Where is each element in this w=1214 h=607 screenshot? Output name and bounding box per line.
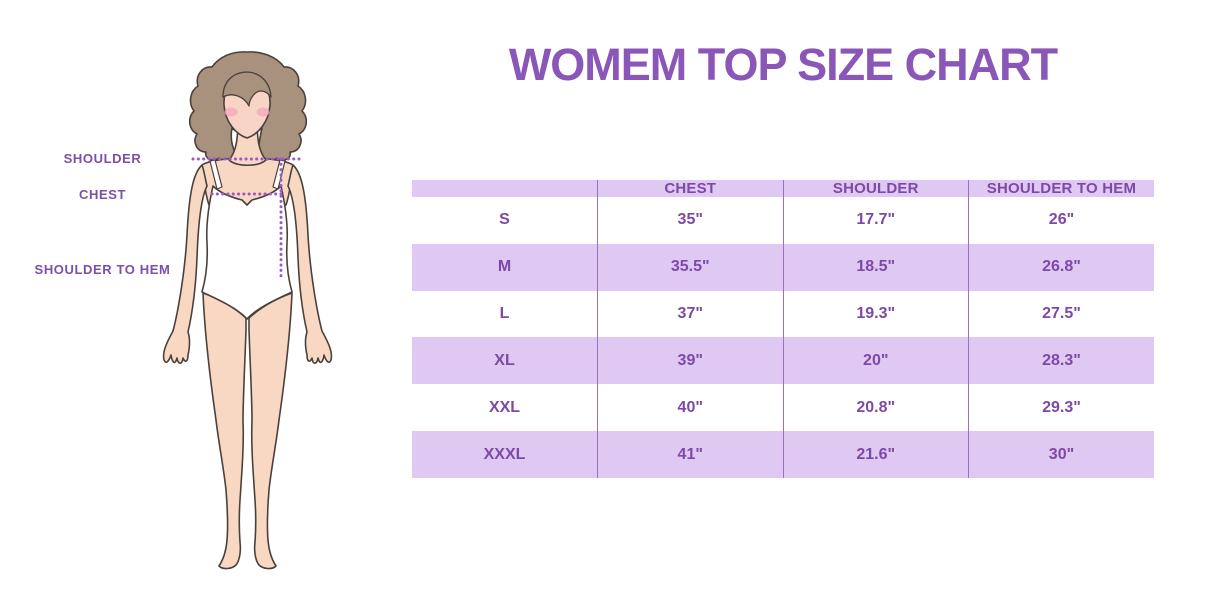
size-cell: S bbox=[499, 211, 510, 229]
right-leg-shape bbox=[248, 292, 293, 570]
chest-cell: 39" bbox=[597, 337, 783, 385]
col-header-chest: CHEST bbox=[597, 180, 783, 197]
table-row-l: L 37" 19.3" 27.5" bbox=[412, 290, 1154, 338]
left-blush bbox=[224, 107, 238, 117]
shoulder-to-hem-cell: 27.5" bbox=[968, 290, 1154, 338]
chest-label: CHEST bbox=[78, 187, 127, 202]
chest-cell: 40" bbox=[597, 384, 783, 432]
woman-figure-illustration bbox=[162, 51, 333, 570]
shoulder-to-hem-cell: 26.8" bbox=[968, 243, 1154, 291]
size-cell: M bbox=[497, 258, 512, 276]
size-cell: XL bbox=[494, 351, 515, 369]
shoulder-label: SHOULDER bbox=[63, 151, 142, 166]
size-cell: XXL bbox=[488, 398, 521, 416]
leotard-shape bbox=[201, 185, 293, 320]
right-blush bbox=[256, 107, 270, 117]
size-table: CHEST SHOULDER SHOULDER TO HEM S 35" 17.… bbox=[412, 180, 1154, 478]
shoulder-cell: 19.3" bbox=[782, 290, 969, 338]
shoulder-to-hem-label: SHOULDER TO HEM bbox=[34, 262, 171, 277]
table-row-xl: XL 39" 20" 28.3" bbox=[412, 337, 1154, 385]
shoulder-cell: 17.7" bbox=[782, 197, 969, 244]
hair-fringe-shape bbox=[222, 71, 272, 107]
col-header-shoulder: SHOULDER bbox=[782, 180, 969, 197]
right-arm-shape bbox=[287, 164, 333, 365]
left-strap-shape bbox=[209, 159, 223, 190]
shoulder-to-hem-cell: 28.3" bbox=[968, 337, 1154, 385]
table-row-xxl: XXL 40" 20.8" 29.3" bbox=[412, 384, 1154, 432]
chest-cell: 41" bbox=[597, 431, 783, 478]
size-cell: XXXL bbox=[483, 445, 526, 463]
figure-panel: SHOULDER CHEST SHOULDER TO HEM bbox=[0, 0, 410, 607]
shoulder-to-hem-cell: 26" bbox=[968, 197, 1154, 244]
shoulder-cell: 20.8" bbox=[782, 384, 969, 432]
left-arm-shape bbox=[162, 164, 208, 365]
table-row-m: M 35.5" 18.5" 26.8" bbox=[412, 243, 1154, 291]
size-cell: L bbox=[499, 305, 510, 323]
left-leg-shape bbox=[202, 292, 247, 570]
chest-cell: 35.5" bbox=[597, 243, 783, 291]
chest-cell: 35" bbox=[597, 197, 783, 244]
shoulder-cell: 20" bbox=[782, 337, 969, 385]
shoulder-cell: 18.5" bbox=[782, 243, 969, 291]
table-row-s: S 35" 17.7" 26" bbox=[412, 197, 1154, 244]
shoulder-to-hem-cell: 29.3" bbox=[968, 384, 1154, 432]
col-header-size bbox=[412, 180, 598, 197]
chest-cell: 37" bbox=[597, 290, 783, 338]
table-header-row: CHEST SHOULDER SHOULDER TO HEM bbox=[412, 180, 1154, 197]
shoulder-to-hem-cell: 30" bbox=[968, 431, 1154, 478]
col-header-shoulder-to-hem: SHOULDER TO HEM bbox=[968, 180, 1154, 197]
shoulder-cell: 21.6" bbox=[782, 431, 969, 478]
page-title: WOMEM TOP SIZE CHART bbox=[508, 39, 1058, 90]
table-row-xxxl: XXXL 41" 21.6" 30" bbox=[412, 431, 1154, 478]
